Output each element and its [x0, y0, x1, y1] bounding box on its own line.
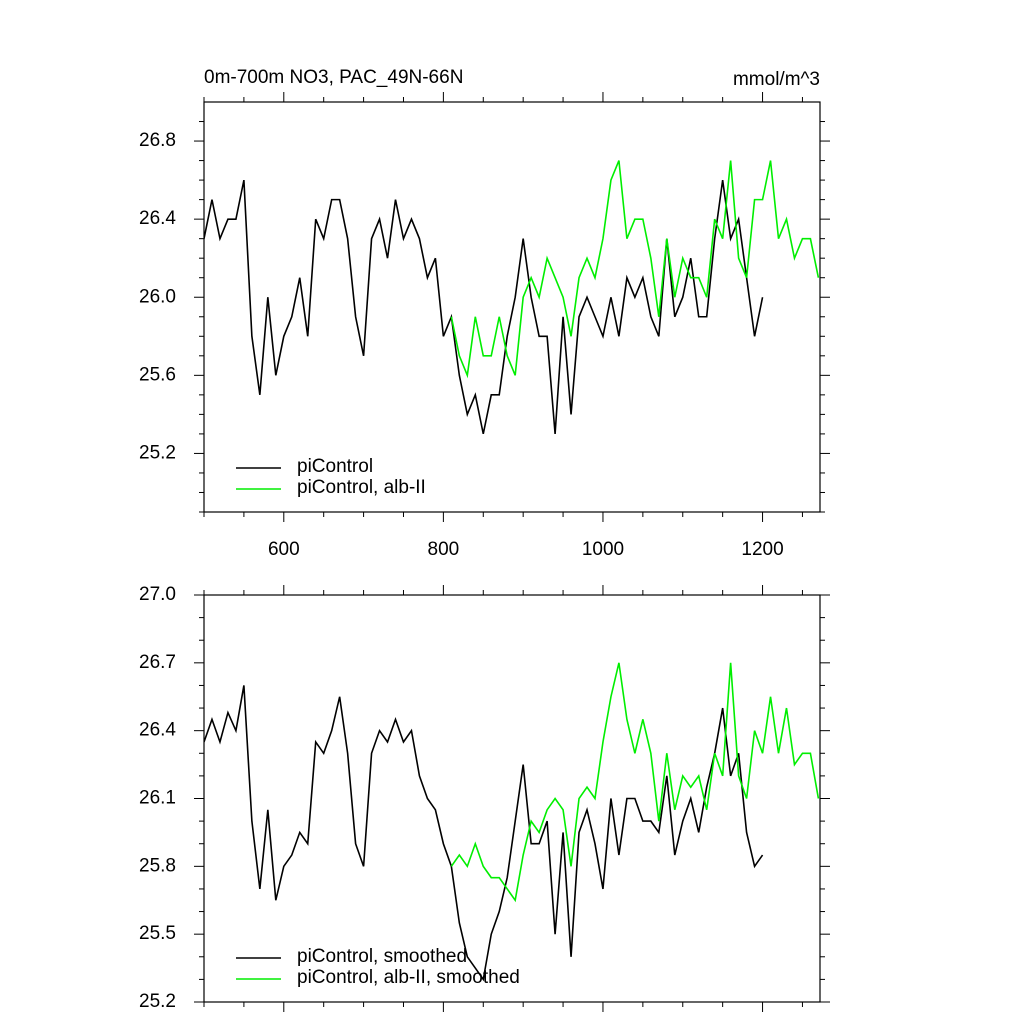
y-tick-label: 26.4 [139, 720, 176, 741]
y-tick-label: 25.5 [139, 923, 176, 944]
data-line [204, 685, 764, 982]
plot-frame [203, 594, 821, 1003]
data-line [204, 179, 764, 435]
x-tick-label: 1200 [741, 539, 783, 560]
legend-label: piControl, alb-II, smoothed [297, 967, 520, 988]
y-tick-label: 26.1 [139, 788, 176, 809]
y-tick-label: 26.0 [139, 286, 176, 307]
plot-frame [203, 101, 821, 513]
legend-label: piControl [297, 456, 373, 477]
legend-label: piControl, smoothed [297, 946, 467, 967]
legend-label: piControl, alb-II [297, 477, 426, 498]
data-line [450, 160, 820, 379]
y-tick-label: 25.6 [139, 364, 176, 385]
chart-title: 0m-700m NO3, PAC_49N-66N [204, 67, 463, 88]
y-tick-label: 25.2 [139, 991, 176, 1012]
y-tick-label: 27.0 [139, 584, 176, 605]
x-tick-label: 800 [428, 539, 460, 560]
y-tick-label: 26.4 [139, 208, 176, 229]
x-tick-label: 600 [268, 539, 300, 560]
y-tick-label: 25.2 [139, 442, 176, 463]
y-tick-label: 26.7 [139, 652, 176, 673]
x-tick-label: 1000 [582, 539, 624, 560]
data-line [450, 662, 820, 903]
y-tick-label: 25.8 [139, 855, 176, 876]
y-tick-label: 26.8 [139, 130, 176, 151]
units-label: mmol/m^3 [733, 69, 820, 90]
